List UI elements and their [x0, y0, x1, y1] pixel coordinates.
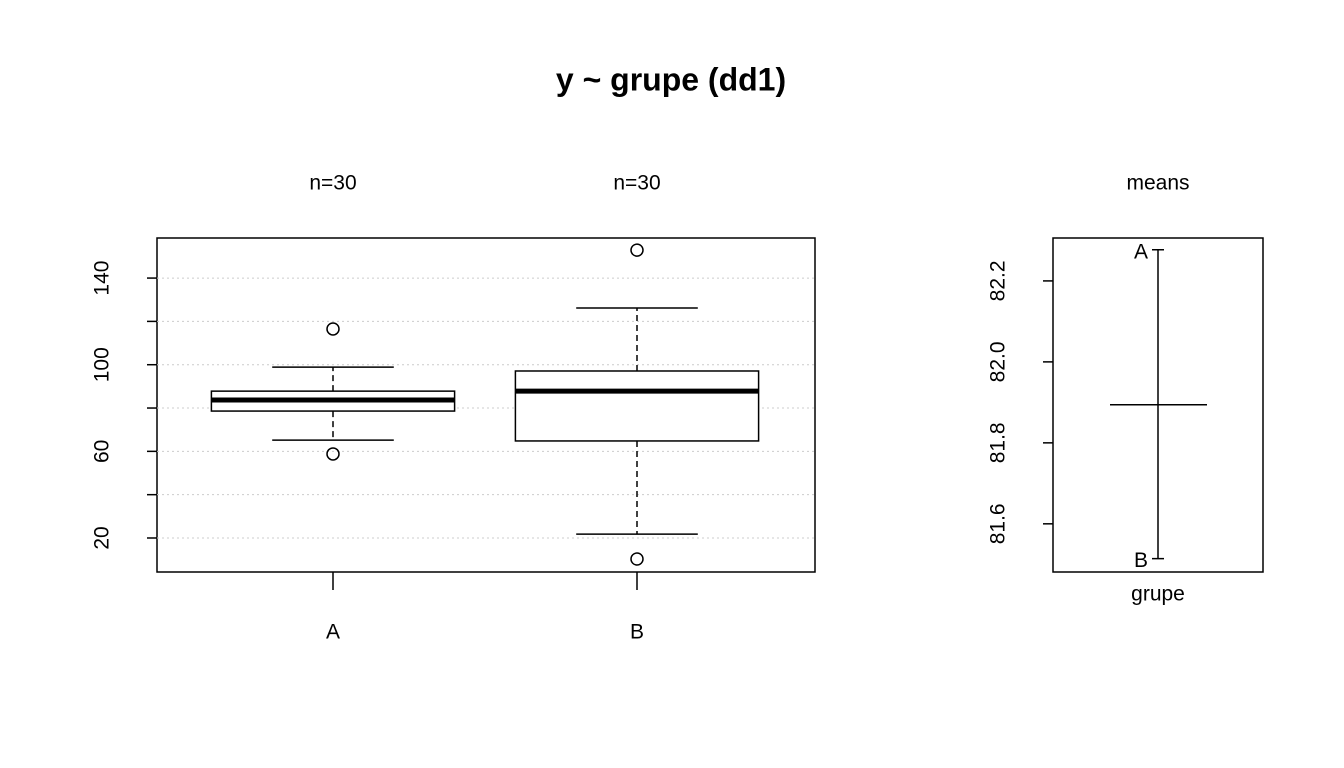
- x-tick-label: B: [630, 621, 644, 644]
- outlier: [326, 322, 340, 336]
- group-label: n=30: [309, 172, 356, 195]
- mean-label: B: [1134, 549, 1148, 572]
- y-tick-label: 82.2: [987, 260, 1010, 301]
- y-tick-label: 81.6: [987, 503, 1010, 544]
- plot-frame: [1052, 237, 1264, 573]
- plot-frame: [156, 237, 816, 573]
- mean-label: A: [1134, 240, 1148, 263]
- y-tick-label: 81.8: [987, 422, 1010, 463]
- outlier: [326, 447, 340, 461]
- chart-title: y ~ grupe (dd1): [556, 61, 786, 97]
- plot-title: means: [1126, 172, 1189, 195]
- x-label: grupe: [1131, 583, 1185, 606]
- outlier: [630, 243, 644, 257]
- group-label: n=30: [613, 172, 660, 195]
- x-tick-label: A: [326, 621, 340, 644]
- y-tick-label: 82.0: [987, 341, 1010, 382]
- y-tick-label: 20: [91, 526, 114, 549]
- y-tick-label: 140: [91, 261, 114, 296]
- outlier: [630, 552, 644, 566]
- y-tick-label: 100: [91, 347, 114, 382]
- y-tick-label: 60: [91, 440, 114, 463]
- box: [514, 370, 760, 442]
